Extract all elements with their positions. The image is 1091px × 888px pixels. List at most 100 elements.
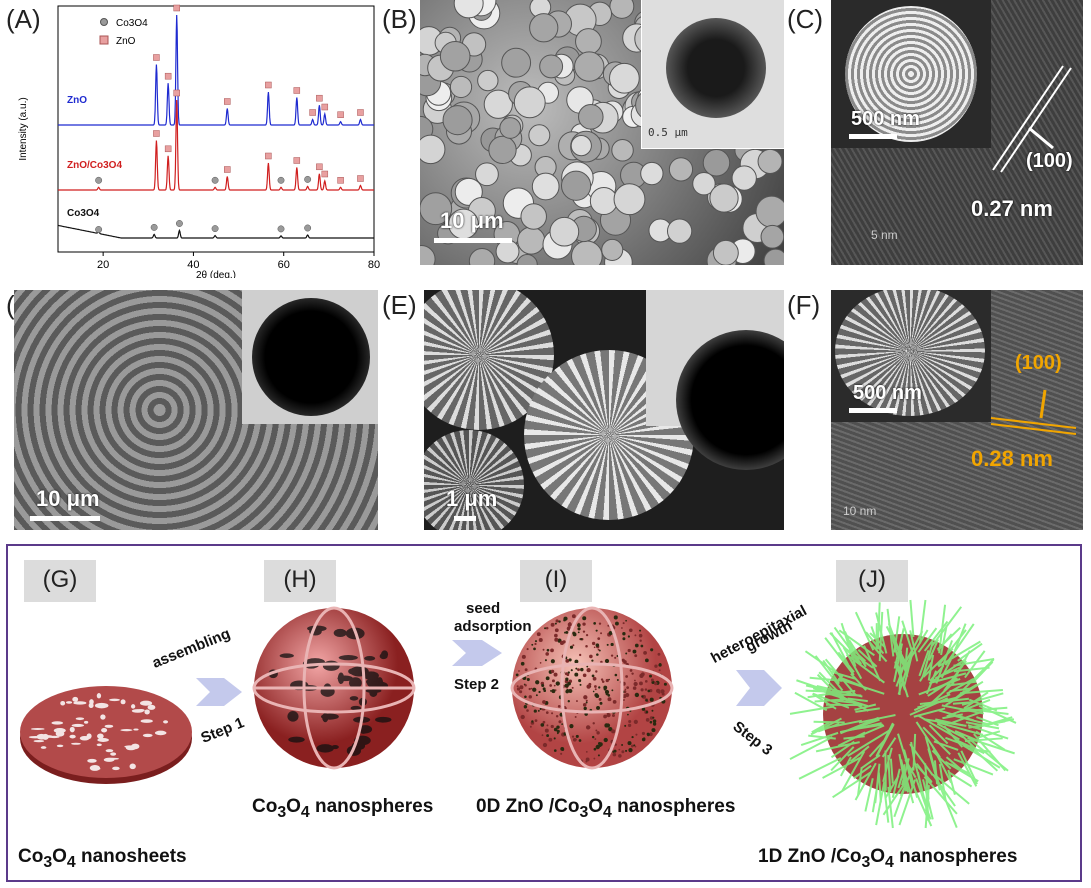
inset-scale-bar-f	[849, 408, 897, 413]
spacing-label-f: 0.28 nm	[971, 446, 1053, 471]
series-label-1: ZnO/Co3O4	[67, 160, 122, 171]
sem-inset-f: 500 nm	[831, 290, 991, 422]
inset-scale-label-b: 0.5 μm	[648, 126, 688, 139]
sem-inset-c: 500 nm	[831, 0, 991, 148]
peak-marker-zno	[224, 166, 231, 173]
sem-image-e: 1 μm	[424, 290, 784, 530]
arrow-step3-icon	[736, 670, 782, 706]
panel-label-g: (G)	[24, 560, 96, 602]
scale-label-b: 10 μm	[440, 208, 504, 233]
peak-marker-zno	[224, 98, 231, 105]
scale-bar-d	[30, 516, 100, 521]
schematic-frame	[6, 544, 1082, 882]
sem-image-d: 10 μm	[14, 290, 378, 530]
legend-label: ZnO	[116, 36, 136, 47]
peak-marker-zno	[321, 170, 329, 178]
tem-inset-e	[646, 290, 784, 470]
tem-inset-d	[242, 290, 378, 424]
peak-marker-co3o4	[277, 176, 285, 184]
inset-scale-label-c: 500 nm	[851, 108, 920, 130]
peak-marker-zno	[164, 145, 172, 153]
step2-action-label2: adsorption	[454, 618, 532, 635]
panel-label-h: (H)	[264, 560, 336, 602]
panel-label-j: (J)	[836, 560, 908, 602]
x-tick-label: 20	[97, 259, 109, 271]
peak-marker-zno	[153, 54, 160, 61]
inset-scale-bar-c	[849, 134, 897, 139]
inset-scale-label-f: 500 nm	[853, 382, 922, 404]
scale-label-c: 5 nm	[871, 228, 898, 242]
panel-label-a: (A)	[6, 4, 41, 34]
panel-label-b: (B)	[382, 4, 417, 34]
peak-marker-zno	[309, 109, 316, 116]
peak-marker-zno	[337, 177, 344, 184]
step2-action-label1: seed	[466, 600, 501, 617]
legend-marker	[100, 18, 108, 26]
scale-label-f: 10 nm	[843, 504, 877, 518]
x-tick-label: 60	[278, 259, 290, 271]
caption-h: Co3O4 nanospheres	[252, 796, 434, 821]
lattice-lines-f	[990, 389, 1077, 435]
peak-marker-co3o4	[211, 176, 219, 184]
xrd-chart: 20 40 60 80 2θ (deg.) Intensity (a.u.) ZnO ZnO/…	[18, 4, 380, 278]
peak-marker-zno	[173, 4, 180, 12]
spacing-label-c: 0.27 nm	[971, 196, 1053, 221]
x-axis-label: 2θ (deg.)	[196, 270, 236, 278]
caption-g: Co3O4 nanosheets	[18, 846, 187, 871]
peak-marker-co3o4	[277, 225, 285, 233]
hrtem-image-c: 500 nm (100) 0.27 nm 5 nm	[831, 0, 1083, 265]
lattice-lines-c	[992, 65, 1072, 173]
zno-seed-nanosphere-illustration	[510, 606, 674, 770]
peak-marker-zno	[293, 87, 301, 94]
peak-marker-zno	[321, 103, 329, 111]
plot-frame	[57, 5, 375, 253]
peak-marker-zno	[316, 163, 323, 171]
peak-marker-co3o4	[304, 224, 312, 232]
arrow-step2-icon	[452, 640, 502, 666]
peak-marker-zno	[357, 109, 364, 116]
scale-label-e: 1 μm	[446, 486, 498, 511]
scale-label-d: 10 μm	[36, 486, 100, 511]
panel-label-c: (C)	[787, 4, 824, 34]
peak-marker-zno	[316, 94, 323, 102]
peak-marker-zno	[153, 130, 160, 137]
caption-j: 1D ZnO /Co3O4 nanospheres	[758, 846, 1018, 871]
series-line-0	[58, 14, 374, 126]
scale-bar-e	[454, 516, 476, 521]
plane-label-c: (100)	[1026, 150, 1073, 172]
legend-label: Co3O4	[116, 18, 148, 29]
series-line-2	[57, 224, 374, 239]
peak-marker-zno	[293, 157, 301, 164]
panel-label-i: (I)	[520, 560, 592, 602]
panel-label-e: (E)	[382, 290, 417, 320]
peak-marker-co3o4	[175, 220, 183, 227]
nanosheet-illustration	[20, 686, 192, 784]
co3o4-nanosphere-illustration	[252, 606, 416, 770]
x-tick-label: 80	[368, 259, 380, 271]
sem-image-b: 0.5 μm 10 μm	[420, 0, 784, 265]
legend-marker	[99, 35, 109, 45]
peak-marker-co3o4	[304, 175, 312, 183]
x-tick-label: 40	[187, 259, 199, 271]
peak-marker-co3o4	[95, 176, 103, 184]
peak-marker-zno	[357, 175, 364, 182]
plane-label-f: (100)	[1015, 352, 1062, 374]
series-line-1	[58, 99, 374, 191]
tem-inset-b: 0.5 μm	[641, 0, 784, 149]
hrtem-image-f: 500 nm (100) 0.28 nm 10 nm	[831, 290, 1083, 530]
peak-marker-zno	[265, 81, 272, 89]
y-axis-label: Intensity (a.u.)	[18, 97, 29, 160]
peak-marker-zno	[265, 152, 272, 160]
zno-nanorod-nanosphere-illustration	[789, 599, 1017, 829]
panel-label-f: (F)	[787, 290, 821, 320]
peak-marker-co3o4	[211, 225, 219, 233]
series-label-2: Co3O4	[67, 208, 100, 219]
peak-marker-zno	[337, 111, 344, 118]
scale-bar-b	[434, 238, 512, 243]
series-label-0: ZnO	[67, 95, 87, 106]
caption-i: 0D ZnO /Co3O4 nanospheres	[476, 796, 736, 821]
peak-marker-co3o4	[95, 226, 103, 233]
arrow-step1-icon	[196, 678, 242, 706]
peak-marker-co3o4	[150, 223, 158, 231]
step2-label: Step 2	[454, 676, 500, 693]
